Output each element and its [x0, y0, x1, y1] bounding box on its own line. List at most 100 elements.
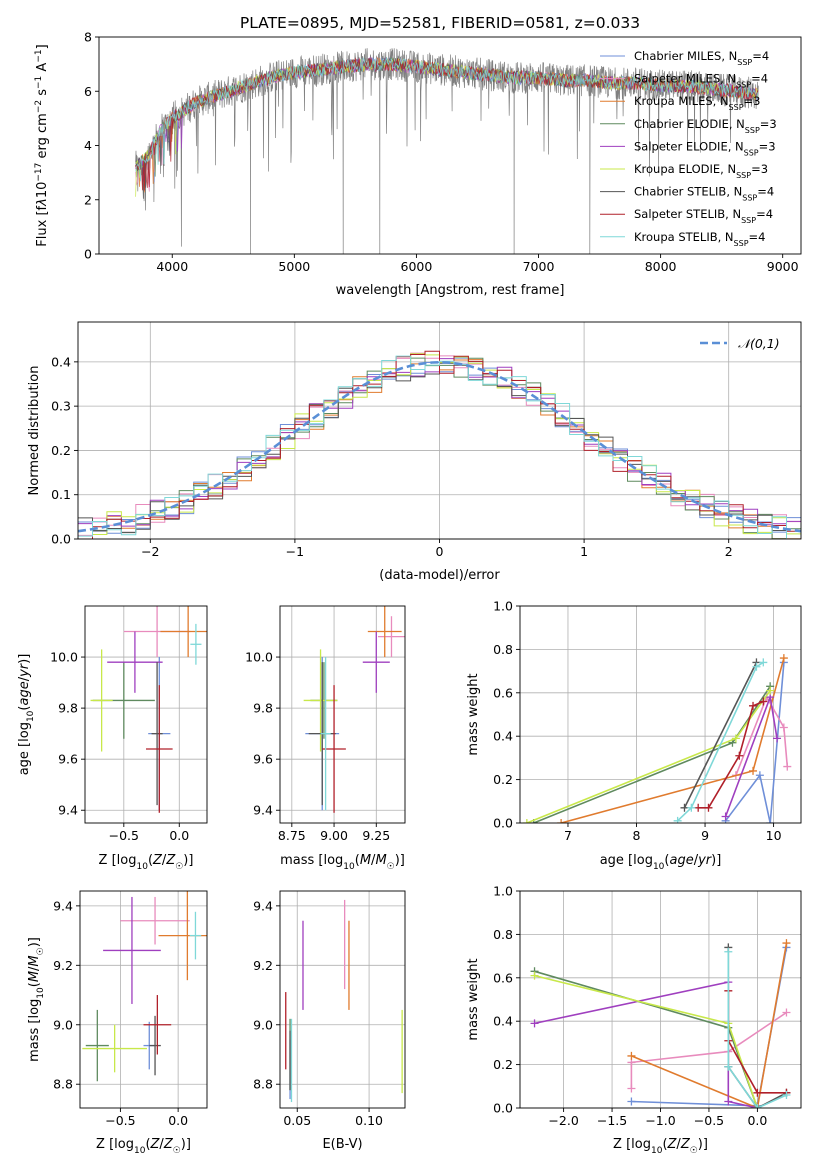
mass-weight-marker [680, 803, 689, 812]
model-spectrum-line [135, 57, 759, 191]
histogram-step [78, 355, 801, 539]
plot-area [90, 606, 207, 813]
y-tick-label: 9.2 [253, 958, 273, 973]
y-tick-label: 0.2 [51, 443, 71, 458]
mass-weight-marker [782, 939, 791, 948]
y-tick-label: 0 [84, 247, 92, 262]
y-axis-label: mass [log10(M/M☉)] [27, 937, 46, 1062]
y-tick-label: 1.0 [493, 884, 513, 899]
mass-weight-marker [735, 751, 744, 760]
y-axis-label: Normed distribution [27, 366, 42, 496]
y-axis-label: Flux [fλ10−17 erg cm−2 s−1 A−1] [34, 44, 50, 246]
x-axis-label: age [log10(age/yr)] [600, 853, 722, 872]
legend-label: Chabrier STELIB, NSSP=4 [634, 185, 774, 203]
mass-weight-marker [782, 1008, 791, 1017]
x-tick-label: 9 [701, 828, 709, 843]
mass-weight-line [526, 690, 771, 823]
x-tick-label: 0.0 [168, 1113, 188, 1128]
y-tick-label: 4 [84, 138, 92, 153]
legend-label: Salpeter MILES, NSSP=4 [634, 72, 768, 90]
x-tick-label: 0.0 [747, 1113, 767, 1128]
mass-weight-line [677, 661, 764, 822]
plot-area [135, 48, 759, 254]
y-tick-label: 0.2 [493, 772, 513, 787]
x-axis-label: Z [log10(Z/Z☉)] [613, 1137, 708, 1156]
x-tick-label: −0.5 [109, 828, 139, 843]
mass-weight-marker [752, 662, 761, 671]
mass-vs-ebv-panel: 0.05 0.10 8.8 9.0 9.2 9.4 E(B-V) [253, 890, 406, 1152]
y-tick-label: 1.0 [493, 599, 513, 614]
mass-weight-line [683, 662, 758, 809]
mass-weight-line [631, 942, 788, 1108]
y-tick-label: 6 [84, 84, 92, 99]
y-tick-label: 9.6 [253, 752, 273, 767]
x-tick-label: 9000 [767, 259, 799, 274]
y-tick-label: 9.0 [253, 1017, 273, 1032]
y-tick-label: 9.6 [58, 752, 78, 767]
y-tick-label: 9.4 [53, 898, 73, 913]
figure-title: PLATE=0895, MJD=52581, FIBERID=0581, z=0… [240, 14, 640, 32]
y-tick-label: 9.8 [58, 701, 78, 716]
axes-frame [279, 890, 406, 1109]
mass-weight-marker [724, 947, 733, 956]
mass-weight-marker [731, 734, 740, 743]
x-tick-label: 0.05 [283, 1113, 311, 1128]
legend-label: Kroupa STELIB, NSSP=4 [634, 230, 765, 248]
plot-area [303, 606, 405, 813]
y-tick-label: 8.8 [253, 1077, 273, 1092]
mass-weight-marker [687, 803, 696, 812]
mass-weight-line [630, 1011, 787, 1089]
mass-weight-marker [782, 1090, 791, 1099]
y-axis-label: mass weight [466, 958, 481, 1040]
x-tick-label: −1 [286, 544, 304, 559]
mass-weight-marker [766, 686, 775, 695]
mass-weight-marker [779, 723, 788, 732]
x-tick-label: 10 [766, 828, 782, 843]
y-tick-label: 9.2 [53, 958, 73, 973]
mass-weight-line [735, 695, 789, 776]
legend-label: Chabrier ELODIE, NSSP=3 [634, 117, 777, 135]
axes-frame [84, 605, 208, 824]
y-tick-label: 0.0 [493, 816, 513, 831]
model-spectrum-line [135, 56, 759, 182]
age-vs-mass-panel: 8.75 9.00 9.25 9.4 9.6 9.8 10.0 mass [log10(M/M… [245, 605, 406, 872]
x-tick-label: −0.5 [694, 1113, 724, 1128]
massweight-vs-metallicity-panel: −2.0 −1.5 −1.0 −0.5 0.0 0.0 0.2 0.4 0.6 0.8 1.0 Z [… [466, 884, 802, 1156]
x-tick-label: 8 [633, 828, 641, 843]
mass-weight-marker [627, 1051, 636, 1060]
x-tick-label: −2 [141, 544, 159, 559]
plot-area [522, 654, 792, 823]
mass-weight-line [698, 700, 764, 809]
axes-frame [79, 890, 208, 1109]
y-tick-label: 9.0 [53, 1017, 73, 1032]
mass-weight-marker [530, 1019, 539, 1028]
x-tick-label: 9.25 [362, 828, 390, 843]
x-tick-label: 0.10 [355, 1113, 383, 1128]
y-tick-label: 2 [84, 192, 92, 207]
mass-weight-line [534, 981, 758, 1108]
y-tick-label: 0.0 [51, 532, 71, 547]
mass-weight-line [534, 970, 759, 1108]
mass-weight-marker [753, 1088, 762, 1097]
mass-weight-marker [753, 1104, 762, 1108]
x-axis-label: (data-model)/error [379, 568, 500, 583]
x-tick-label: 2 [725, 544, 733, 559]
plot-area [285, 899, 403, 1103]
y-tick-label: 0.8 [493, 642, 513, 657]
x-tick-label: 8.75 [278, 828, 306, 843]
mass-weight-marker [721, 812, 730, 821]
mass-weight-marker [759, 697, 768, 706]
x-tick-label: 1 [580, 544, 588, 559]
x-axis-label: Z [log10(Z/Z☉)] [96, 1137, 191, 1156]
x-tick-label: 6000 [401, 259, 433, 274]
age-vs-metallicity-panel: −0.5 0.0 9.4 9.6 9.8 10.0 Z [log10(Z/Z☉)] age [… [17, 605, 208, 872]
y-tick-label: 9.4 [253, 803, 273, 818]
y-tick-label: 9.8 [253, 701, 273, 716]
x-tick-label: −1.5 [597, 1113, 627, 1128]
mass-weight-marker [627, 1084, 636, 1093]
mass-weight-marker [779, 654, 788, 663]
x-axis-label: wavelength [Angstrom, rest frame] [336, 283, 565, 298]
y-tick-label: 0.1 [51, 487, 71, 502]
legend-label: Salpeter ELODIE, NSSP=3 [634, 139, 776, 157]
